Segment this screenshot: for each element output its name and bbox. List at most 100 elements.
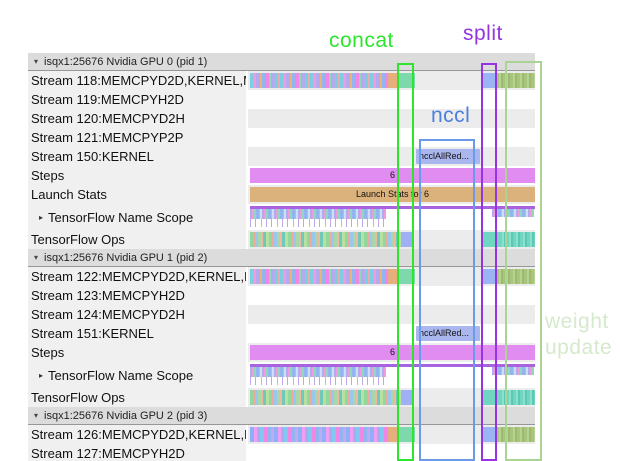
row-label-stream-120-memcpyd2h[interactable]: Stream 120:MEMCPYD2H xyxy=(28,109,246,128)
nccl-allreduce-bar[interactable]: ncclAllRed... xyxy=(416,326,480,341)
row-label-text: Stream 119:MEMCPYH2D xyxy=(31,92,184,107)
row-label-steps[interactable]: Steps xyxy=(28,166,246,185)
timeline-chart: ▾ isqx1:25676 Nvidia GPU 0 (pid 1) Stream … xyxy=(28,53,535,461)
weight-update-line2: update xyxy=(545,336,613,359)
track-lane xyxy=(246,128,535,147)
split-event-bar[interactable] xyxy=(482,427,496,442)
tf-ops-update-events-bar[interactable] xyxy=(499,232,535,247)
launch-stats-bar[interactable]: Launch Stats for 6 xyxy=(250,187,535,202)
split-event-bar[interactable] xyxy=(482,269,496,284)
split-event-bar[interactable] xyxy=(482,73,496,88)
name-scope-span-bar[interactable] xyxy=(250,364,535,367)
track-lane: Launch Stats for 6 xyxy=(246,185,535,204)
row-label-text: Stream 121:MEMCPYP2P xyxy=(31,130,184,145)
section-header-label: isqx1:25676 Nvidia GPU 1 (pid 2) xyxy=(44,251,208,264)
row-label-stream-124-memcpyd2h[interactable]: Stream 124:MEMCPYD2H xyxy=(28,305,246,324)
row-label-stream-118-memcpyd2d-kernel-me[interactable]: Stream 118:MEMCPYD2D,KERNEL,ME xyxy=(28,71,246,90)
tf-ops-events-bar[interactable] xyxy=(250,232,401,247)
row-label-stream-122-memcpyd2d-kernel-mi[interactable]: Stream 122:MEMCPYD2D,KERNEL,MI xyxy=(28,267,246,286)
section-header-label: isqx1:25676 Nvidia GPU 0 (pid 1) xyxy=(44,55,208,68)
section-header-label: isqx1:25676 Nvidia GPU 2 (pid 3) xyxy=(44,409,208,422)
track-lane: ncclAllRed... xyxy=(246,324,535,343)
track-row: TensorFlow Ops xyxy=(28,388,535,407)
row-label-tensorflow-ops[interactable]: TensorFlow Ops xyxy=(28,230,246,249)
track-row: Stream 124:MEMCPYD2H xyxy=(28,305,535,324)
row-label-tensorflow-ops[interactable]: TensorFlow Ops xyxy=(28,388,246,407)
row-label-stream-123-memcpyh2d[interactable]: Stream 123:MEMCPYH2D xyxy=(28,286,246,305)
name-scope-nested-events[interactable] xyxy=(250,219,386,227)
name-scope-span-bar[interactable] xyxy=(250,206,535,209)
track-row: Stream 150:KERNEL ncclAllRed... xyxy=(28,147,535,166)
weight-update-line1: weight xyxy=(545,310,609,333)
tf-ops-update-events-bar[interactable] xyxy=(499,390,535,405)
row-label-stream-151-kernel[interactable]: Stream 151:KERNEL xyxy=(28,324,246,343)
concat-event-bar[interactable] xyxy=(399,73,415,88)
track-row: Stream 123:MEMCPYH2D xyxy=(28,286,535,305)
row-label-text: TensorFlow Name Scope xyxy=(48,367,194,383)
weight-update-highlight-box xyxy=(505,61,542,461)
track-lane xyxy=(246,90,535,109)
row-label-text: Steps xyxy=(31,168,65,183)
track-lane xyxy=(246,71,535,90)
expand-arrow-icon: ▸ xyxy=(39,212,44,222)
track-row: Stream 122:MEMCPYD2D,KERNEL,MI xyxy=(28,267,535,286)
row-label-text: Launch Stats xyxy=(31,187,107,202)
row-label-text: Stream 126:MEMCPYD2D,KERNEL,MI xyxy=(31,427,246,442)
weight-update-annotation: weight update xyxy=(545,309,612,361)
row-label-stream-127-memcpyh2d[interactable]: Stream 127:MEMCPYH2D xyxy=(28,444,246,461)
nccl-allreduce-bar[interactable]: ncclAllRed... xyxy=(416,149,480,164)
row-label-tensorflow-name-scope[interactable]: ▸ TensorFlow Name Scope xyxy=(28,204,246,230)
row-label-text: Stream 150:KERNEL xyxy=(31,149,154,164)
row-label-stream-119-memcpyh2d[interactable]: Stream 119:MEMCPYH2D xyxy=(28,90,246,109)
name-scope-right-events-bar[interactable] xyxy=(492,367,534,375)
row-label-stream-126-memcpyd2d-kernel-mi[interactable]: Stream 126:MEMCPYD2D,KERNEL,MI xyxy=(28,425,246,444)
track-lane xyxy=(246,204,535,230)
nccl-highlight-box xyxy=(419,139,475,461)
track-lane xyxy=(246,305,535,324)
name-scope-events-bar[interactable] xyxy=(250,209,386,219)
track-row: Stream 127:MEMCPYH2D xyxy=(28,444,535,461)
collapse-arrow-icon: ▾ xyxy=(34,411,39,420)
track-lane: 6 xyxy=(246,343,535,362)
name-scope-right-events-bar[interactable] xyxy=(492,209,534,217)
row-label-launch-stats[interactable]: Launch Stats xyxy=(28,185,246,204)
kernel-events-bar[interactable] xyxy=(250,73,388,88)
track-lane: ncclAllRed... xyxy=(246,147,535,166)
track-lane xyxy=(246,388,535,407)
section-header-gpu-2[interactable]: ▾ isqx1:25676 Nvidia GPU 2 (pid 3) xyxy=(28,407,535,425)
kernel-events-bar[interactable] xyxy=(250,269,388,284)
row-label-steps[interactable]: Steps xyxy=(28,343,246,362)
track-row: Stream 151:KERNEL ncclAllRed... xyxy=(28,324,535,343)
memcpy-event-bar[interactable] xyxy=(388,269,399,284)
concat-event-bar[interactable] xyxy=(399,269,415,284)
row-label-text: Steps xyxy=(31,345,65,360)
tf-ops-nccl-bar[interactable] xyxy=(401,232,414,247)
row-label-text: Stream 124:MEMCPYD2H xyxy=(31,307,185,322)
section-header-gpu-1[interactable]: ▾ isqx1:25676 Nvidia GPU 1 (pid 2) xyxy=(28,249,535,267)
track-lane xyxy=(246,230,535,249)
steps-bar[interactable]: 6 xyxy=(250,345,535,360)
tf-ops-nccl-bar[interactable] xyxy=(401,390,414,405)
row-label-text: Stream 122:MEMCPYD2D,KERNEL,MI xyxy=(31,269,246,284)
split-annotation: split xyxy=(463,22,503,45)
split-highlight-box xyxy=(481,63,497,461)
concat-highlight-box xyxy=(397,63,414,461)
row-label-stream-150-kernel[interactable]: Stream 150:KERNEL xyxy=(28,147,246,166)
track-lane xyxy=(246,444,535,461)
memcpy-event-bar[interactable] xyxy=(388,73,399,88)
name-scope-nested-events[interactable] xyxy=(250,377,386,385)
section-header-gpu-0[interactable]: ▾ isqx1:25676 Nvidia GPU 0 (pid 1) xyxy=(28,53,535,71)
tf-ops-events-bar[interactable] xyxy=(250,390,401,405)
track-lane xyxy=(246,109,535,128)
kernel-events-bar[interactable] xyxy=(250,427,388,442)
track-row: Stream 118:MEMCPYD2D,KERNEL,ME xyxy=(28,71,535,90)
row-label-tensorflow-name-scope[interactable]: ▸ TensorFlow Name Scope xyxy=(28,362,246,388)
memcpy-event-bar[interactable] xyxy=(388,427,399,442)
steps-bar[interactable]: 6 xyxy=(250,168,535,183)
concat-event-bar[interactable] xyxy=(399,427,415,442)
row-label-text: Stream 120:MEMCPYD2H xyxy=(31,111,185,126)
row-label-text: Stream 118:MEMCPYD2D,KERNEL,ME xyxy=(31,73,246,88)
name-scope-events-bar[interactable] xyxy=(250,367,386,377)
row-label-text: TensorFlow Name Scope xyxy=(48,209,194,225)
row-label-stream-121-memcpyp2p[interactable]: Stream 121:MEMCPYP2P xyxy=(28,128,246,147)
